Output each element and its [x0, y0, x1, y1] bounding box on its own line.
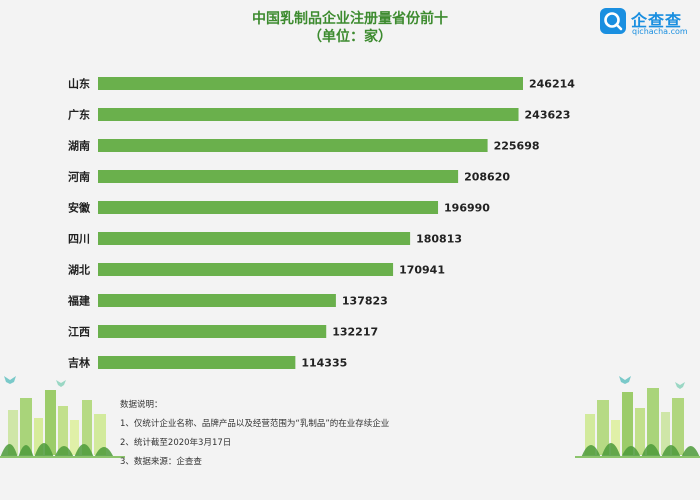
city-skyline-right	[575, 376, 700, 458]
chart-title: 中国乳制品企业注册量省份前十	[252, 11, 448, 27]
qichacha-logo: 企查查 qichacha.com	[600, 6, 695, 38]
qichacha-logo-icon	[600, 8, 626, 34]
bar	[98, 77, 523, 90]
value-label: 137823	[342, 295, 388, 308]
value-label: 170941	[399, 264, 445, 277]
value-label: 114335	[301, 357, 347, 370]
note-item: 2、统计截至2020年3月17日	[120, 438, 232, 448]
value-label: 246214	[529, 78, 575, 91]
note-item: 3、数据来源：企查查	[120, 457, 202, 467]
value-label: 225698	[494, 140, 540, 153]
chart-unit: （单位：家）	[308, 29, 392, 45]
data-notes: 数据说明： 1、仅统计企业名称、品牌产品以及经营范围为“乳制品”的在业存续企业 …	[120, 396, 520, 472]
bar	[98, 325, 327, 338]
category-label: 福建	[67, 294, 91, 308]
category-label: 吉林	[68, 356, 90, 370]
category-label: 山东	[68, 77, 90, 91]
value-label: 196990	[444, 202, 490, 215]
notes-heading: 数据说明：	[120, 400, 163, 410]
category-label: 四川	[68, 233, 90, 246]
bar	[98, 108, 519, 121]
value-label: 180813	[416, 233, 462, 246]
bar	[98, 201, 439, 214]
logo-name: 企查查	[631, 11, 683, 30]
note-item: 1、仅统计企业名称、品牌产品以及经营范围为“乳制品”的在业存续企业	[120, 419, 390, 429]
category-label: 河南	[68, 170, 90, 184]
value-label: 243623	[525, 109, 571, 122]
city-skyline-left	[0, 376, 125, 458]
bar	[98, 170, 459, 183]
category-label: 江西	[68, 325, 90, 339]
category-label: 湖南	[68, 139, 90, 153]
bar	[98, 263, 394, 276]
category-label: 安徽	[68, 201, 91, 215]
bar	[98, 232, 411, 245]
value-label: 132217	[332, 326, 378, 339]
category-label: 广东	[68, 108, 90, 122]
bar	[98, 356, 296, 369]
bar	[98, 139, 488, 152]
category-label: 湖北	[68, 263, 90, 277]
value-label: 208620	[464, 171, 510, 184]
bar	[98, 294, 336, 307]
logo-domain: qichacha.com	[632, 27, 688, 36]
